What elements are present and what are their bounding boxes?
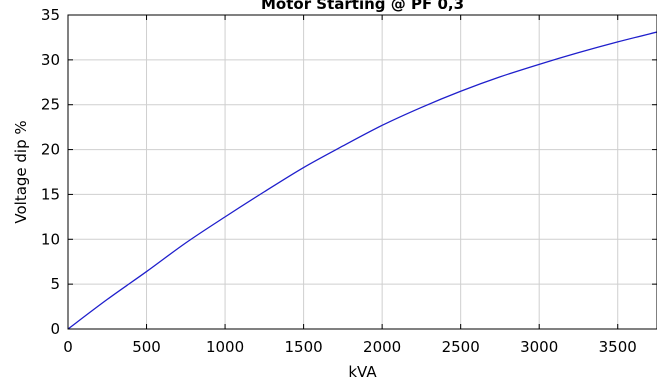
x-tick-label: 1000 (206, 338, 244, 356)
x-tick-label: 2000 (363, 338, 401, 356)
x-tick-label: 3000 (520, 338, 558, 356)
y-tick-label: 20 (41, 141, 60, 159)
y-tick-label: 0 (50, 320, 60, 338)
series-line (67, 31, 657, 330)
y-tick-label: 25 (41, 96, 60, 114)
x-tick-label: 2500 (442, 338, 480, 356)
x-tick-label: 500 (132, 338, 161, 356)
ticks: 0 500 1000 1500 2000 2500 3000 3500 0 5 10 15 20 25 30… (41, 6, 657, 356)
plot-frame (67, 14, 657, 330)
y-tick-label: 10 (41, 230, 60, 248)
y-tick-label: 5 (50, 275, 60, 293)
x-axis-label: kVA (348, 363, 377, 381)
y-tick-label: 15 (41, 185, 60, 203)
y-tick-label: 30 (41, 51, 60, 69)
series-layer (67, 31, 657, 330)
y-axis-label: Voltage dip % (12, 120, 30, 223)
chart-title: Motor Starting @ PF 0,3 (261, 0, 464, 13)
x-tick-label: 3500 (599, 338, 637, 356)
x-tick-label: 1500 (285, 338, 323, 356)
y-tick-label: 35 (41, 6, 60, 24)
grid (68, 15, 657, 329)
x-tick-label: 0 (63, 338, 73, 356)
